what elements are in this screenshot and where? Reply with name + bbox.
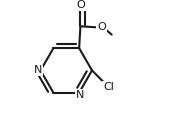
Text: O: O [97, 22, 106, 32]
Text: Cl: Cl [103, 82, 114, 91]
Text: O: O [76, 0, 85, 10]
Text: N: N [33, 65, 42, 75]
Text: N: N [76, 90, 84, 100]
